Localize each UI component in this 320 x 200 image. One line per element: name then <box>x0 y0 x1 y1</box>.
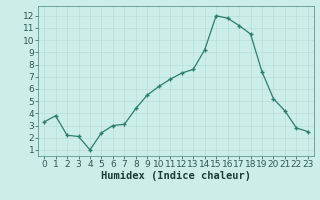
X-axis label: Humidex (Indice chaleur): Humidex (Indice chaleur) <box>101 171 251 181</box>
